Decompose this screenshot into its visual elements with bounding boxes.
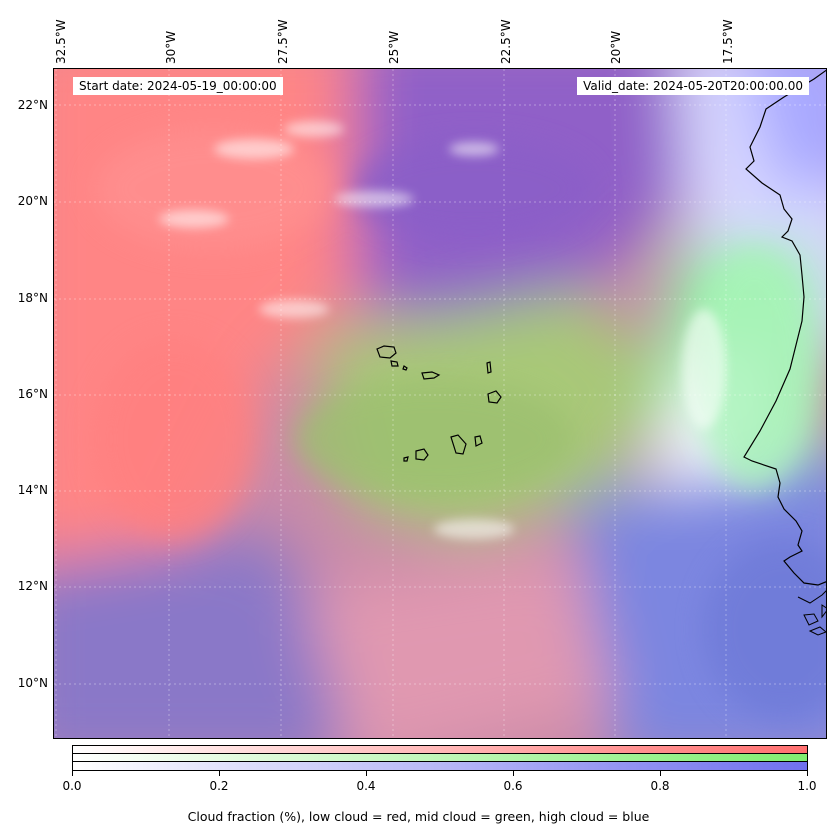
lat-label-18n: 18°N (17, 291, 48, 305)
colorbar-tick (366, 771, 367, 776)
colorbar-tick (219, 771, 220, 776)
colorbar-tick-label: 0.4 (356, 779, 376, 793)
lon-label-20w: 20°W (609, 30, 623, 64)
colorbar-tick (72, 771, 73, 776)
lon-label-22-5w: 22.5°W (499, 19, 513, 64)
gridlines (54, 69, 826, 738)
valid-date-label: Valid_date: 2024-05-20T20:00:00.00 (577, 77, 809, 95)
colorbar-mid-cloud-green (73, 754, 807, 762)
cloud-fraction-map (53, 68, 827, 739)
lat-label-20n: 20°N (17, 194, 48, 208)
coastline-guinea (797, 590, 826, 604)
lon-label-27-5w: 27.5°W (276, 19, 290, 64)
lon-label-17-5w: 17.5°W (721, 19, 735, 64)
lon-label-32-5w: 32.5°W (54, 19, 68, 64)
colorbar-tick-label: 0.6 (503, 779, 523, 793)
colorbar-tick-label: 0.8 (650, 779, 670, 793)
lat-label-16n: 16°N (17, 387, 48, 401)
lat-label-14n: 14°N (17, 483, 48, 497)
colorbar-tick (660, 771, 661, 776)
lat-label-10n: 10°N (17, 676, 48, 690)
lon-label-30w: 30°W (164, 30, 178, 64)
colorbar-tick-label: 1.0 (797, 779, 817, 793)
colorbar-low-cloud-red (73, 746, 807, 754)
africa-coastline (743, 69, 826, 586)
colorbar-tick-label: 0.2 (209, 779, 229, 793)
lon-label-25w: 25°W (387, 30, 401, 64)
bissagos-islands (803, 604, 826, 636)
colorbar-title: Cloud fraction (%), low cloud = red, mid… (187, 809, 650, 824)
colorbar-high-cloud-blue (73, 762, 807, 770)
lat-label-22n: 22°N (17, 98, 48, 112)
start-date-label: Start date: 2024-05-19_00:00:00 (73, 77, 283, 95)
colorbar-tick (513, 771, 514, 776)
colorbar (72, 745, 808, 771)
lat-label-12n: 12°N (17, 579, 48, 593)
colorbar-tick-label: 0.0 (62, 779, 82, 793)
map-canvas (54, 69, 826, 738)
cape-verde-islands (376, 345, 502, 462)
colorbar-tick (807, 771, 808, 776)
